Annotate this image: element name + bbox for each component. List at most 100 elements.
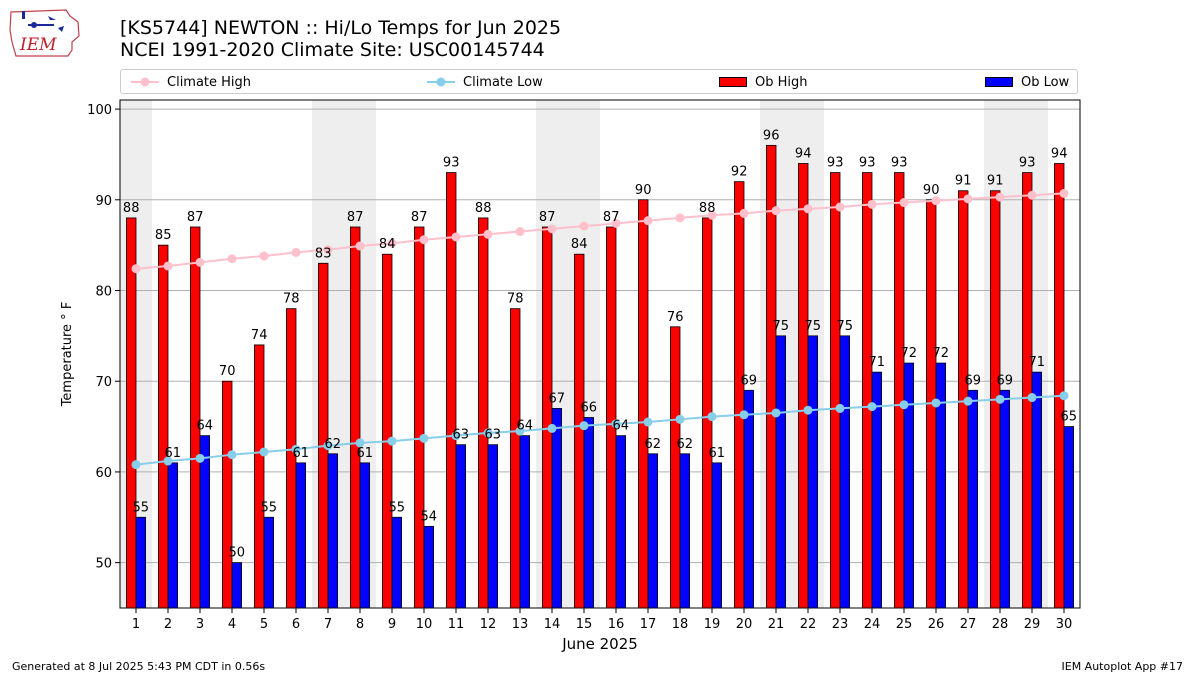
ob-low-label: 75: [837, 319, 854, 334]
ob-low-label: 63: [453, 428, 470, 443]
ob-low-label: 62: [325, 437, 342, 452]
climate-high-point: [867, 199, 877, 209]
x-tick-label: 26: [928, 617, 945, 632]
climate-low-point: [355, 438, 365, 448]
climate-low-point: [643, 417, 653, 427]
climate-low-point: [323, 441, 333, 451]
ob-low-label: 71: [1029, 355, 1046, 370]
x-tick-label: 14: [544, 617, 561, 632]
climate-low-point: [867, 402, 877, 412]
ob-high-label: 78: [283, 292, 300, 307]
title-line-2: NCEI 1991-2020 Climate Site: USC00145744: [120, 39, 545, 61]
ob-low-label: 61: [357, 446, 374, 461]
x-tick-label: 25: [896, 617, 913, 632]
ob-high-bar: [894, 172, 905, 609]
climate-high-point: [579, 221, 589, 231]
climate-low-point: [579, 421, 589, 431]
ob-low-label: 66: [581, 401, 598, 416]
ob-low-bar: [1063, 426, 1075, 609]
x-tick-label: 6: [292, 617, 300, 632]
legend-climate-low: Climate Low: [427, 73, 543, 91]
climate-low-point: [803, 405, 813, 415]
ob-high-bar: [798, 163, 809, 609]
ob-low-bar: [359, 462, 371, 609]
x-tick-label: 21: [768, 617, 785, 632]
legend-ob-low-label: Ob Low: [1021, 74, 1070, 90]
ob-high-label: 91: [955, 174, 972, 189]
legend-ob-high: Ob High: [719, 73, 808, 91]
ob-high-label: 92: [731, 165, 748, 180]
climate-high-point: [771, 206, 781, 216]
climate-high-point: [323, 245, 333, 255]
ob-low-bar: [839, 335, 851, 609]
ob-low-label: 61: [293, 446, 310, 461]
ob-high-label: 87: [347, 210, 364, 225]
climate-high-point: [483, 229, 493, 239]
ob-low-bar: [967, 389, 979, 609]
climate-high-point: [163, 261, 173, 271]
climate-low-point: [163, 456, 173, 466]
ob-low-bar: [167, 462, 179, 609]
ob-low-label: 75: [773, 319, 790, 334]
climate-high-point: [451, 232, 461, 242]
ob-high-label: 83: [315, 246, 332, 261]
climate-low-point: [131, 460, 141, 470]
x-tick-label: 13: [512, 617, 529, 632]
x-tick-label: 20: [736, 617, 753, 632]
ob-low-bar: [423, 525, 435, 609]
climate-high-marker-icon: [131, 77, 159, 87]
ob-low-label: 67: [549, 391, 566, 406]
ob-high-label: 88: [475, 201, 492, 216]
climate-low-point: [451, 431, 461, 441]
climate-high-point: [899, 198, 909, 208]
ob-high-swatch-icon: [719, 77, 747, 87]
x-tick-label: 18: [672, 617, 689, 632]
y-axis-label: Temperature ° F: [60, 302, 75, 408]
app-label: IEM Autoplot App #17: [1061, 660, 1184, 673]
ob-high-bar: [638, 199, 649, 609]
climate-high-point: [259, 251, 269, 261]
ob-low-label: 62: [677, 437, 694, 452]
ob-low-bar: [295, 462, 307, 609]
x-tick-label: 3: [196, 617, 204, 632]
ob-high-label: 94: [795, 147, 812, 162]
ob-high-label: 87: [603, 210, 620, 225]
ob-high-label: 91: [987, 174, 1004, 189]
ob-high-label: 84: [571, 237, 588, 252]
climate-high-point: [675, 213, 685, 223]
ob-low-bar: [615, 435, 627, 609]
ob-high-bar: [253, 344, 265, 609]
climate-low-point: [931, 398, 941, 408]
x-tick-label: 12: [480, 617, 497, 632]
ob-high-label: 87: [187, 210, 204, 225]
ob-low-label: 61: [165, 446, 182, 461]
legend-ob-high-label: Ob High: [755, 74, 808, 90]
climate-low-point: [899, 400, 909, 410]
logo-text: IEM: [19, 35, 57, 55]
ob-high-bar: [734, 181, 745, 609]
ob-low-label: 54: [421, 509, 438, 524]
ob-low-bar: [679, 453, 691, 609]
ob-low-bar: [391, 516, 403, 609]
ob-high-bar: [509, 308, 521, 609]
ob-low-label: 69: [997, 373, 1014, 388]
x-tick-label: 7: [324, 617, 332, 632]
climate-high-point: [195, 257, 205, 267]
climate-low-point: [675, 414, 685, 424]
ob-low-label: 55: [133, 500, 150, 515]
climate-high-point: [995, 192, 1005, 202]
ob-low-bar: [999, 389, 1011, 609]
ob-high-bar: [1054, 163, 1065, 609]
x-tick-label: 11: [448, 617, 465, 632]
ob-low-label: 64: [197, 419, 214, 434]
ob-low-bar: [775, 335, 787, 609]
plot-frame: [119, 99, 1081, 609]
ob-low-label: 69: [741, 373, 758, 388]
climate-low-point: [419, 433, 429, 443]
ob-high-label: 74: [251, 328, 268, 343]
chart-legend: Climate High Climate Low Ob High Ob Low: [120, 69, 1078, 94]
ob-high-label: 88: [123, 201, 140, 216]
y-tick-label: 70: [95, 375, 112, 390]
ob-high-label: 93: [891, 156, 908, 171]
ob-low-bar: [551, 408, 563, 609]
